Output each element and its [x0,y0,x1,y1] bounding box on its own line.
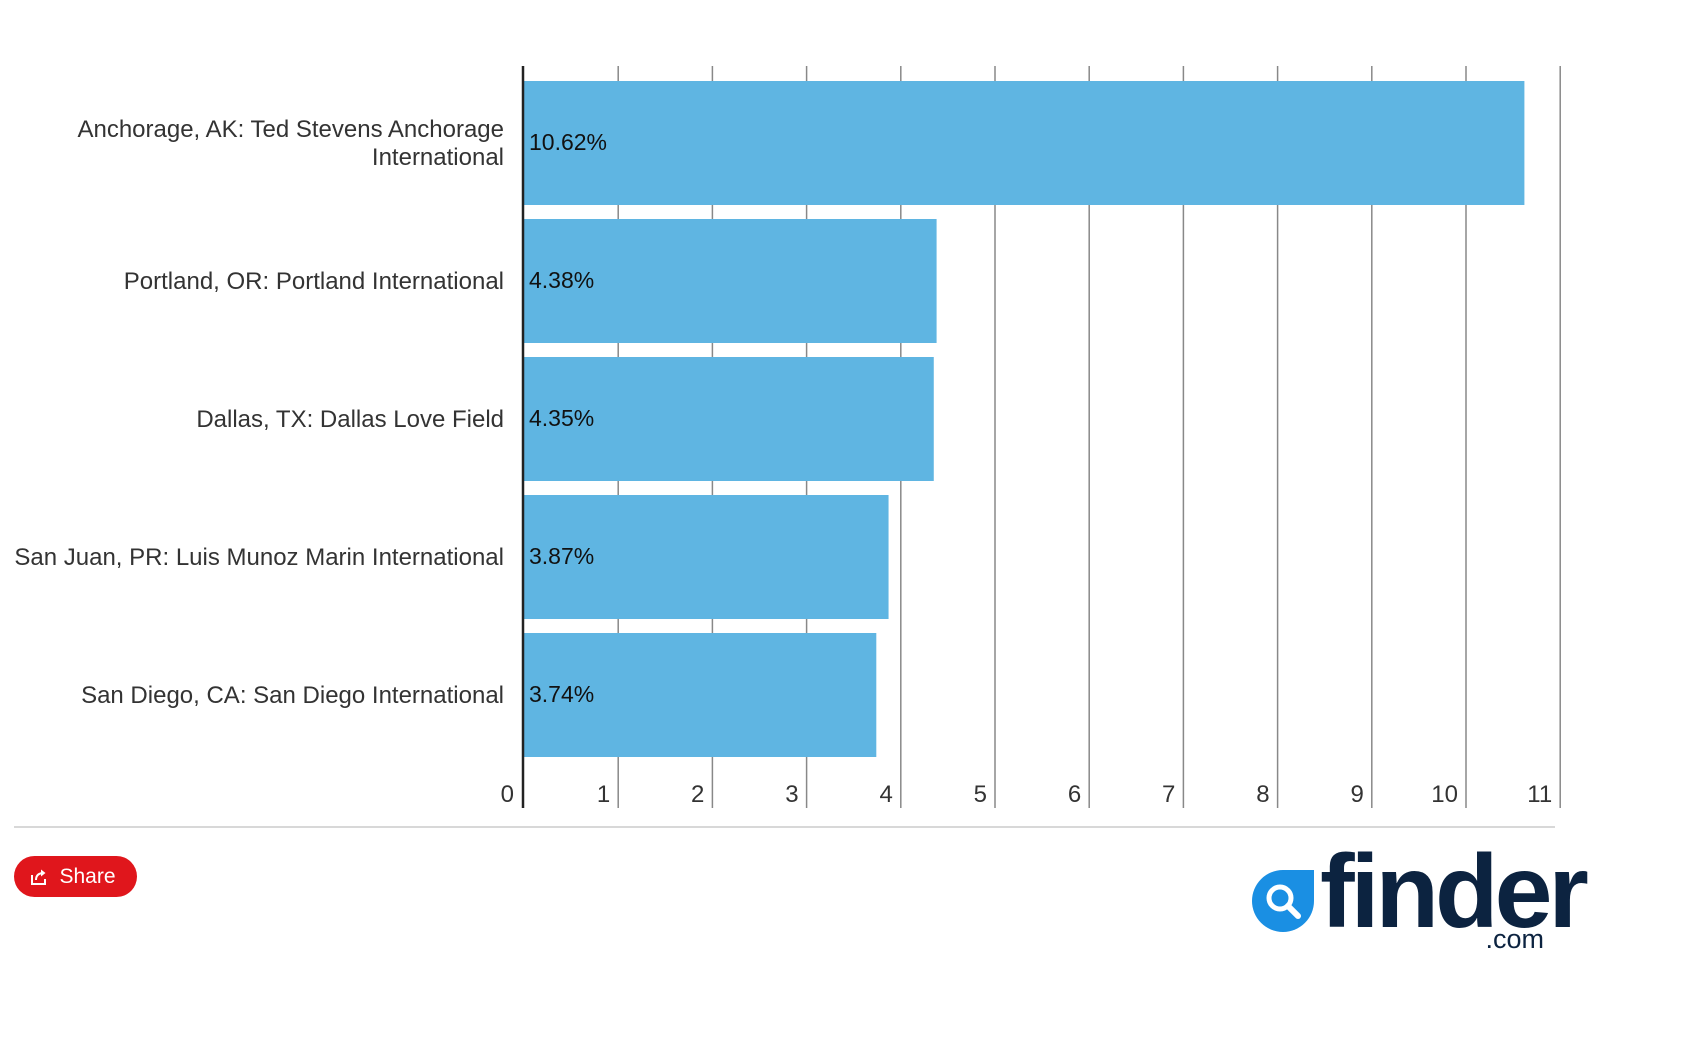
x-tick-label: 5 [974,781,987,808]
category-label: San Juan, PR: Luis Munoz Marin Internati… [14,544,504,571]
bar [524,495,889,619]
x-tick-label: 11 [1527,781,1552,808]
footer-divider [14,826,1555,828]
category-label: Anchorage, AK: Ted Stevens Anchorage Inte… [77,116,504,171]
category-label-line: San Juan, PR: Luis Munoz Marin Internati… [14,544,504,571]
finder-logo[interactable]: finder .com [1246,840,1589,954]
brand-name: finder [1320,834,1589,950]
data-labels: 10.62% 4.38% 4.35% 3.87% 3.74% [529,129,607,707]
x-tick-label: 7 [1162,781,1175,808]
category-label: Dallas, TX: Dallas Love Field [196,406,504,433]
data-label: 4.38% [529,267,594,293]
category-label-line: Anchorage, AK: Ted Stevens Anchorage [77,116,504,143]
bar-chart: Anchorage, AK: Ted Stevens Anchorage Inte… [14,66,1561,808]
category-label-line: International [372,144,504,171]
x-tick-label: 10 [1431,781,1458,808]
bar [524,219,937,343]
bar [524,357,934,481]
data-label: 4.35% [529,405,594,431]
share-button[interactable]: Share [14,856,137,897]
x-tick-label: 9 [1350,781,1363,808]
category-label: San Diego, CA: San Diego International [81,682,504,709]
category-label-line: Portland, OR: Portland International [124,268,504,295]
x-tick-label: 3 [785,781,798,808]
category-label-line: Dallas, TX: Dallas Love Field [196,406,504,433]
x-tick-label: 4 [879,781,892,808]
bar [524,81,1525,205]
brand-tld: .com [1485,924,1544,954]
x-tick-label: 8 [1256,781,1269,808]
bar [524,633,877,757]
magnifier-icon [1250,868,1316,934]
share-icon [29,867,49,887]
category-label: Portland, OR: Portland International [124,268,504,295]
x-tick-label: 2 [691,781,704,808]
data-label: 3.74% [529,681,594,707]
share-label: Share [59,864,116,888]
x-tick-labels: 0 1 2 3 4 5 6 7 8 9 10 11 [501,781,1553,808]
category-labels: Anchorage, AK: Ted Stevens Anchorage Inte… [14,116,504,709]
x-tick-label: 0 [501,781,514,808]
category-label-line: San Diego, CA: San Diego International [81,682,504,709]
bars [524,81,1525,757]
x-tick-label: 1 [597,781,610,808]
data-label: 10.62% [529,129,607,155]
data-label: 3.87% [529,543,594,569]
x-tick-label: 6 [1068,781,1081,808]
